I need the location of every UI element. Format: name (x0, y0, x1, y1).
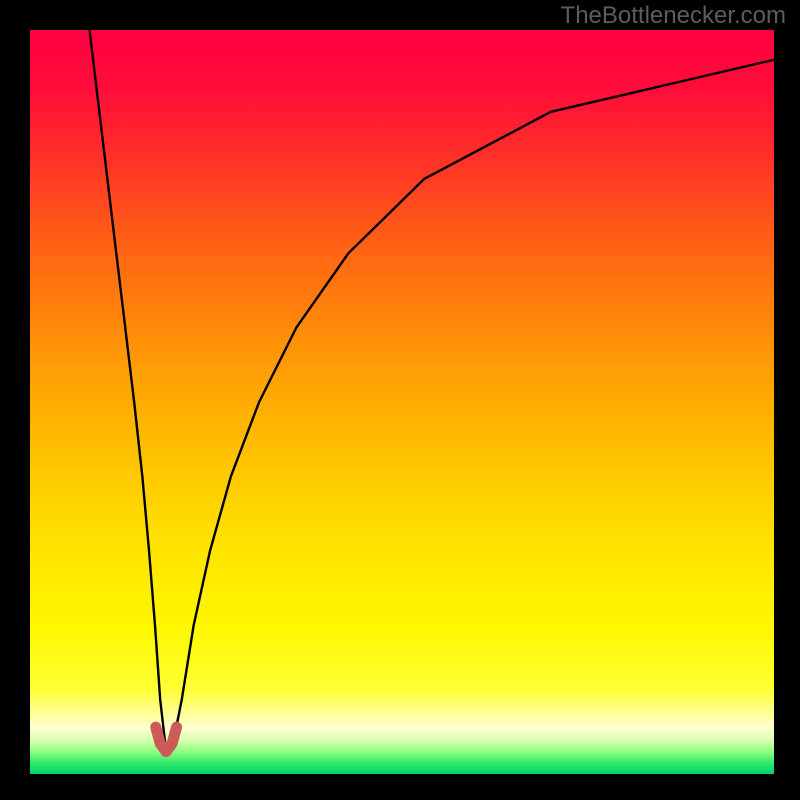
chart-frame: TheBottlenecker.com (0, 0, 800, 800)
gradient-background (30, 30, 774, 774)
watermark-text: TheBottlenecker.com (561, 2, 786, 30)
plot-svg (30, 30, 774, 774)
plot-area (30, 30, 774, 774)
